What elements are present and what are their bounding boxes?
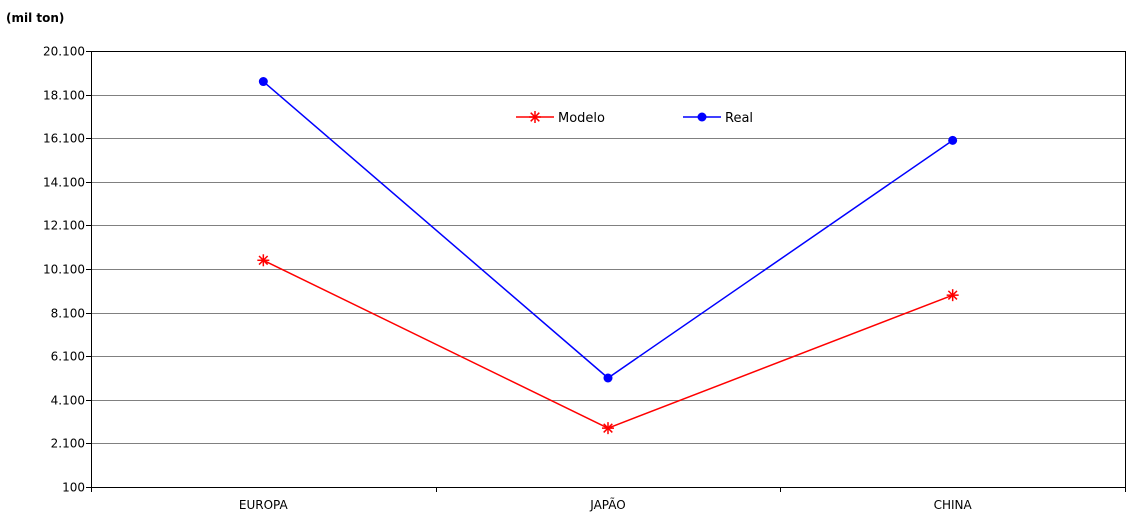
- series-real: [258, 77, 958, 383]
- y-tick-label: 16.100: [43, 132, 85, 146]
- series-line: [263, 259, 953, 429]
- plot-area: [91, 51, 1126, 488]
- legend: Modelo Real: [516, 111, 753, 126]
- series-layer: [257, 77, 959, 435]
- gridlines: [91, 95, 1125, 444]
- series-modelo: [257, 254, 959, 435]
- y-tick-label: 20.100: [43, 45, 85, 59]
- y-tick-label: 10.100: [43, 263, 85, 277]
- data-point: [529, 111, 541, 123]
- data-point: [603, 373, 613, 383]
- y-tick-label: 100: [62, 481, 85, 495]
- x-tick-label: JAPÃO: [589, 497, 625, 512]
- data-point: [257, 254, 270, 267]
- y-tick-label: 14.100: [43, 176, 85, 190]
- legend-item: Modelo: [516, 111, 605, 126]
- legend-item: Real: [683, 111, 753, 126]
- data-point: [602, 422, 614, 435]
- y-tick-label: 4.100: [51, 394, 85, 408]
- legend-label: Real: [725, 111, 753, 126]
- data-point: [258, 77, 268, 87]
- y-tick-label: 8.100: [51, 307, 85, 321]
- x-axis: EUROPA JAPÃO CHINA: [91, 487, 1126, 512]
- data-point: [946, 289, 959, 302]
- x-tick-label: EUROPA: [239, 498, 289, 512]
- data-point: [948, 135, 958, 145]
- y-tick-label: 12.100: [43, 219, 85, 233]
- y-tick-label: 6.100: [51, 350, 85, 364]
- y-axis: 100 2.100 4.100 6.100 8.100 10.100 12.100 14.10…: [43, 45, 91, 495]
- y-unit-label: (mil ton): [6, 11, 64, 25]
- data-point: [697, 112, 707, 122]
- x-tick-label: CHINA: [934, 498, 973, 512]
- y-tick-label: 18.100: [43, 89, 85, 103]
- y-tick-label: 2.100: [51, 437, 85, 451]
- series-line: [262, 80, 954, 379]
- legend-label: Modelo: [558, 111, 605, 126]
